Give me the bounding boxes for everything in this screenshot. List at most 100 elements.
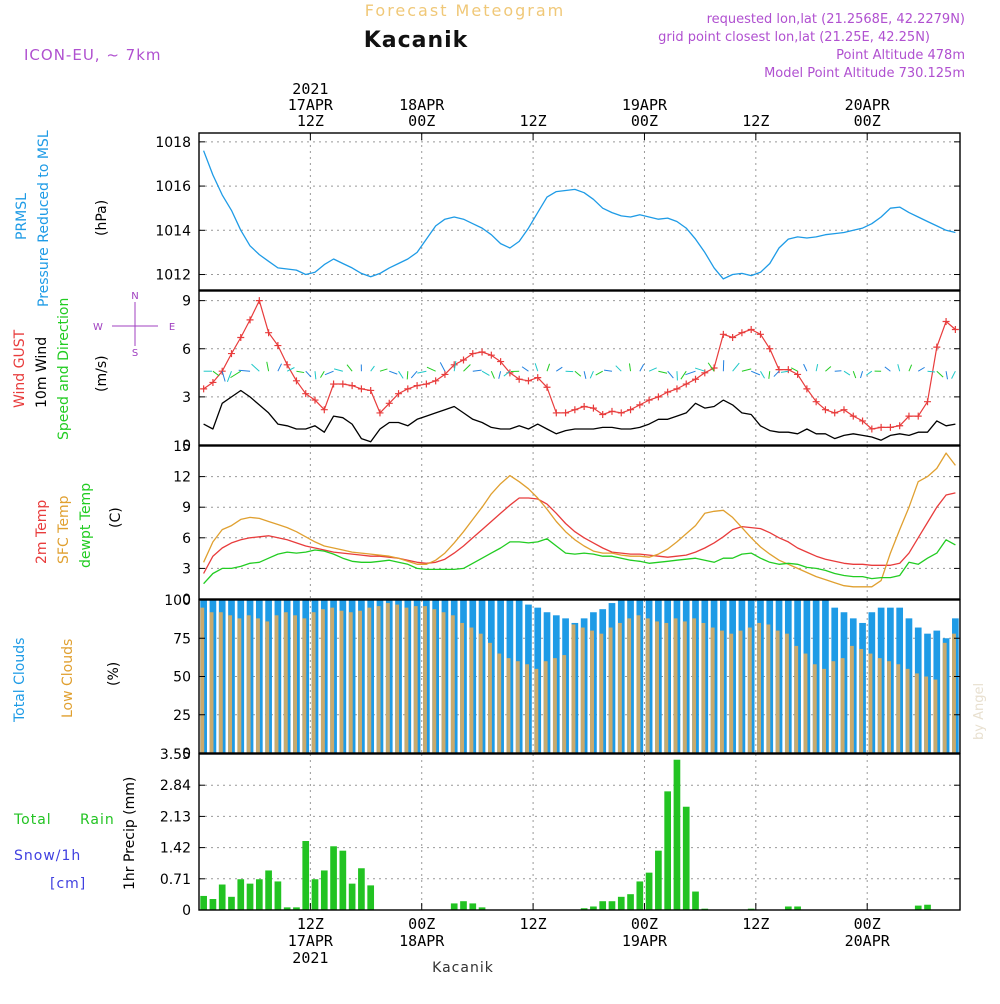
low-clouds-bar bbox=[813, 664, 817, 753]
gust-marker bbox=[571, 406, 578, 413]
low-clouds-bar bbox=[933, 680, 937, 753]
wind-arrow bbox=[227, 371, 231, 382]
low-clouds-bar bbox=[367, 608, 371, 753]
low-clouds-bar bbox=[293, 615, 297, 753]
low-clouds-bar bbox=[312, 612, 316, 753]
y-tick-label: 1016 bbox=[155, 179, 191, 195]
low-clouds-bar bbox=[924, 677, 928, 754]
precip-bar bbox=[237, 879, 244, 910]
wind-arrow bbox=[407, 371, 408, 379]
gust-marker bbox=[228, 350, 235, 357]
time-label-top: 12Z bbox=[297, 112, 324, 130]
wind-arrow bbox=[499, 371, 501, 379]
low-clouds-bar bbox=[627, 618, 631, 753]
wind-arrow bbox=[816, 364, 818, 371]
y-tick-label: 2.84 bbox=[160, 778, 191, 794]
low-clouds-bar bbox=[636, 615, 640, 753]
low-clouds-bar bbox=[404, 608, 408, 753]
low-clouds-bar bbox=[822, 669, 826, 753]
low-clouds-bar bbox=[739, 631, 743, 753]
y-tick-label: 1014 bbox=[155, 223, 191, 239]
wind-arrow bbox=[473, 370, 482, 371]
gust-marker bbox=[664, 389, 671, 396]
gust-marker bbox=[237, 334, 244, 341]
panel-frame bbox=[199, 291, 960, 445]
y-tick-label: 100 bbox=[164, 593, 191, 609]
y-tick-label: 0 bbox=[182, 903, 191, 919]
low-clouds-bar bbox=[265, 621, 269, 753]
low-clouds-bar bbox=[850, 646, 854, 753]
low-clouds-bar bbox=[590, 631, 594, 753]
low-clouds-bar bbox=[553, 658, 557, 753]
wind-arrow bbox=[668, 371, 674, 378]
precip-bar bbox=[609, 901, 616, 910]
wind-arrow bbox=[909, 365, 912, 372]
low-clouds-bar bbox=[655, 621, 659, 753]
precip-bar bbox=[674, 760, 681, 910]
precip-bar bbox=[460, 901, 467, 910]
gust-marker bbox=[525, 377, 532, 384]
low-clouds-bar bbox=[534, 669, 538, 753]
wind-arrow bbox=[844, 371, 850, 375]
snow-label: Snow/1h bbox=[14, 848, 81, 864]
gust-marker bbox=[915, 413, 922, 420]
wind-arrow bbox=[417, 371, 426, 373]
gust-marker bbox=[553, 409, 560, 416]
low-clouds-bar bbox=[330, 608, 334, 753]
precip-bar bbox=[200, 896, 207, 910]
low-clouds-bar bbox=[804, 654, 808, 753]
low-clouds-bar bbox=[302, 618, 306, 753]
low-clouds-bar bbox=[729, 634, 733, 753]
wind-arrow bbox=[616, 366, 622, 372]
wind-arrow bbox=[640, 364, 644, 371]
time-label-bottom: 12Z bbox=[520, 915, 547, 933]
wind-arrow bbox=[267, 362, 269, 371]
low-clouds-bar bbox=[878, 658, 882, 753]
low-clouds-bar bbox=[219, 612, 223, 753]
y-tick-label: 9 bbox=[182, 500, 191, 516]
gust-marker bbox=[460, 356, 467, 363]
low-clouds-bar bbox=[683, 621, 687, 753]
precip-bar bbox=[692, 892, 699, 910]
low-clouds-bar bbox=[432, 609, 436, 753]
temp-sfc-line bbox=[204, 453, 956, 587]
pressure-unit-label: (hPa) bbox=[94, 200, 110, 236]
precip-bar bbox=[367, 885, 374, 910]
y-tick-label: 3.55 bbox=[160, 747, 191, 763]
wind-arrow bbox=[695, 368, 705, 371]
low-clouds-bar bbox=[423, 606, 427, 753]
y-tick-label: 3 bbox=[182, 561, 191, 577]
precip-bar bbox=[247, 884, 254, 910]
gust-marker bbox=[840, 406, 847, 413]
wind-arrow bbox=[440, 362, 445, 371]
wind-arrow bbox=[733, 363, 740, 371]
gust-marker bbox=[247, 316, 254, 323]
low-clouds-bar bbox=[460, 623, 464, 753]
y-tick-label: 2.13 bbox=[160, 809, 191, 825]
wind-arrow bbox=[213, 371, 219, 376]
gust-marker bbox=[692, 376, 699, 383]
precip-bar bbox=[683, 807, 690, 910]
wind-arrow bbox=[320, 371, 324, 377]
gust-marker bbox=[655, 393, 662, 400]
wind-arrow bbox=[230, 371, 240, 377]
time-label-bottom: 20APR bbox=[845, 932, 891, 950]
low-clouds-bar bbox=[228, 615, 232, 753]
wind-arrow bbox=[222, 371, 225, 381]
wind-arrow bbox=[596, 371, 603, 375]
low-clouds-bar bbox=[340, 611, 344, 753]
low-clouds-bar bbox=[841, 658, 845, 753]
precip-bar bbox=[349, 884, 356, 910]
wind-10m-label: 10m Wind bbox=[34, 337, 50, 408]
low-clouds-bar bbox=[275, 615, 279, 753]
gust-marker bbox=[330, 381, 337, 388]
point-altitude: Point Altitude 478m bbox=[836, 48, 965, 63]
wind-arrow bbox=[504, 371, 510, 376]
low-clouds-bar bbox=[859, 649, 863, 753]
low-clouds-bar bbox=[609, 628, 613, 753]
time-label-top: 12Z bbox=[742, 112, 769, 130]
low-clouds-bar bbox=[646, 618, 650, 753]
wind-arrow bbox=[742, 369, 751, 371]
wind-arrow bbox=[380, 369, 387, 371]
